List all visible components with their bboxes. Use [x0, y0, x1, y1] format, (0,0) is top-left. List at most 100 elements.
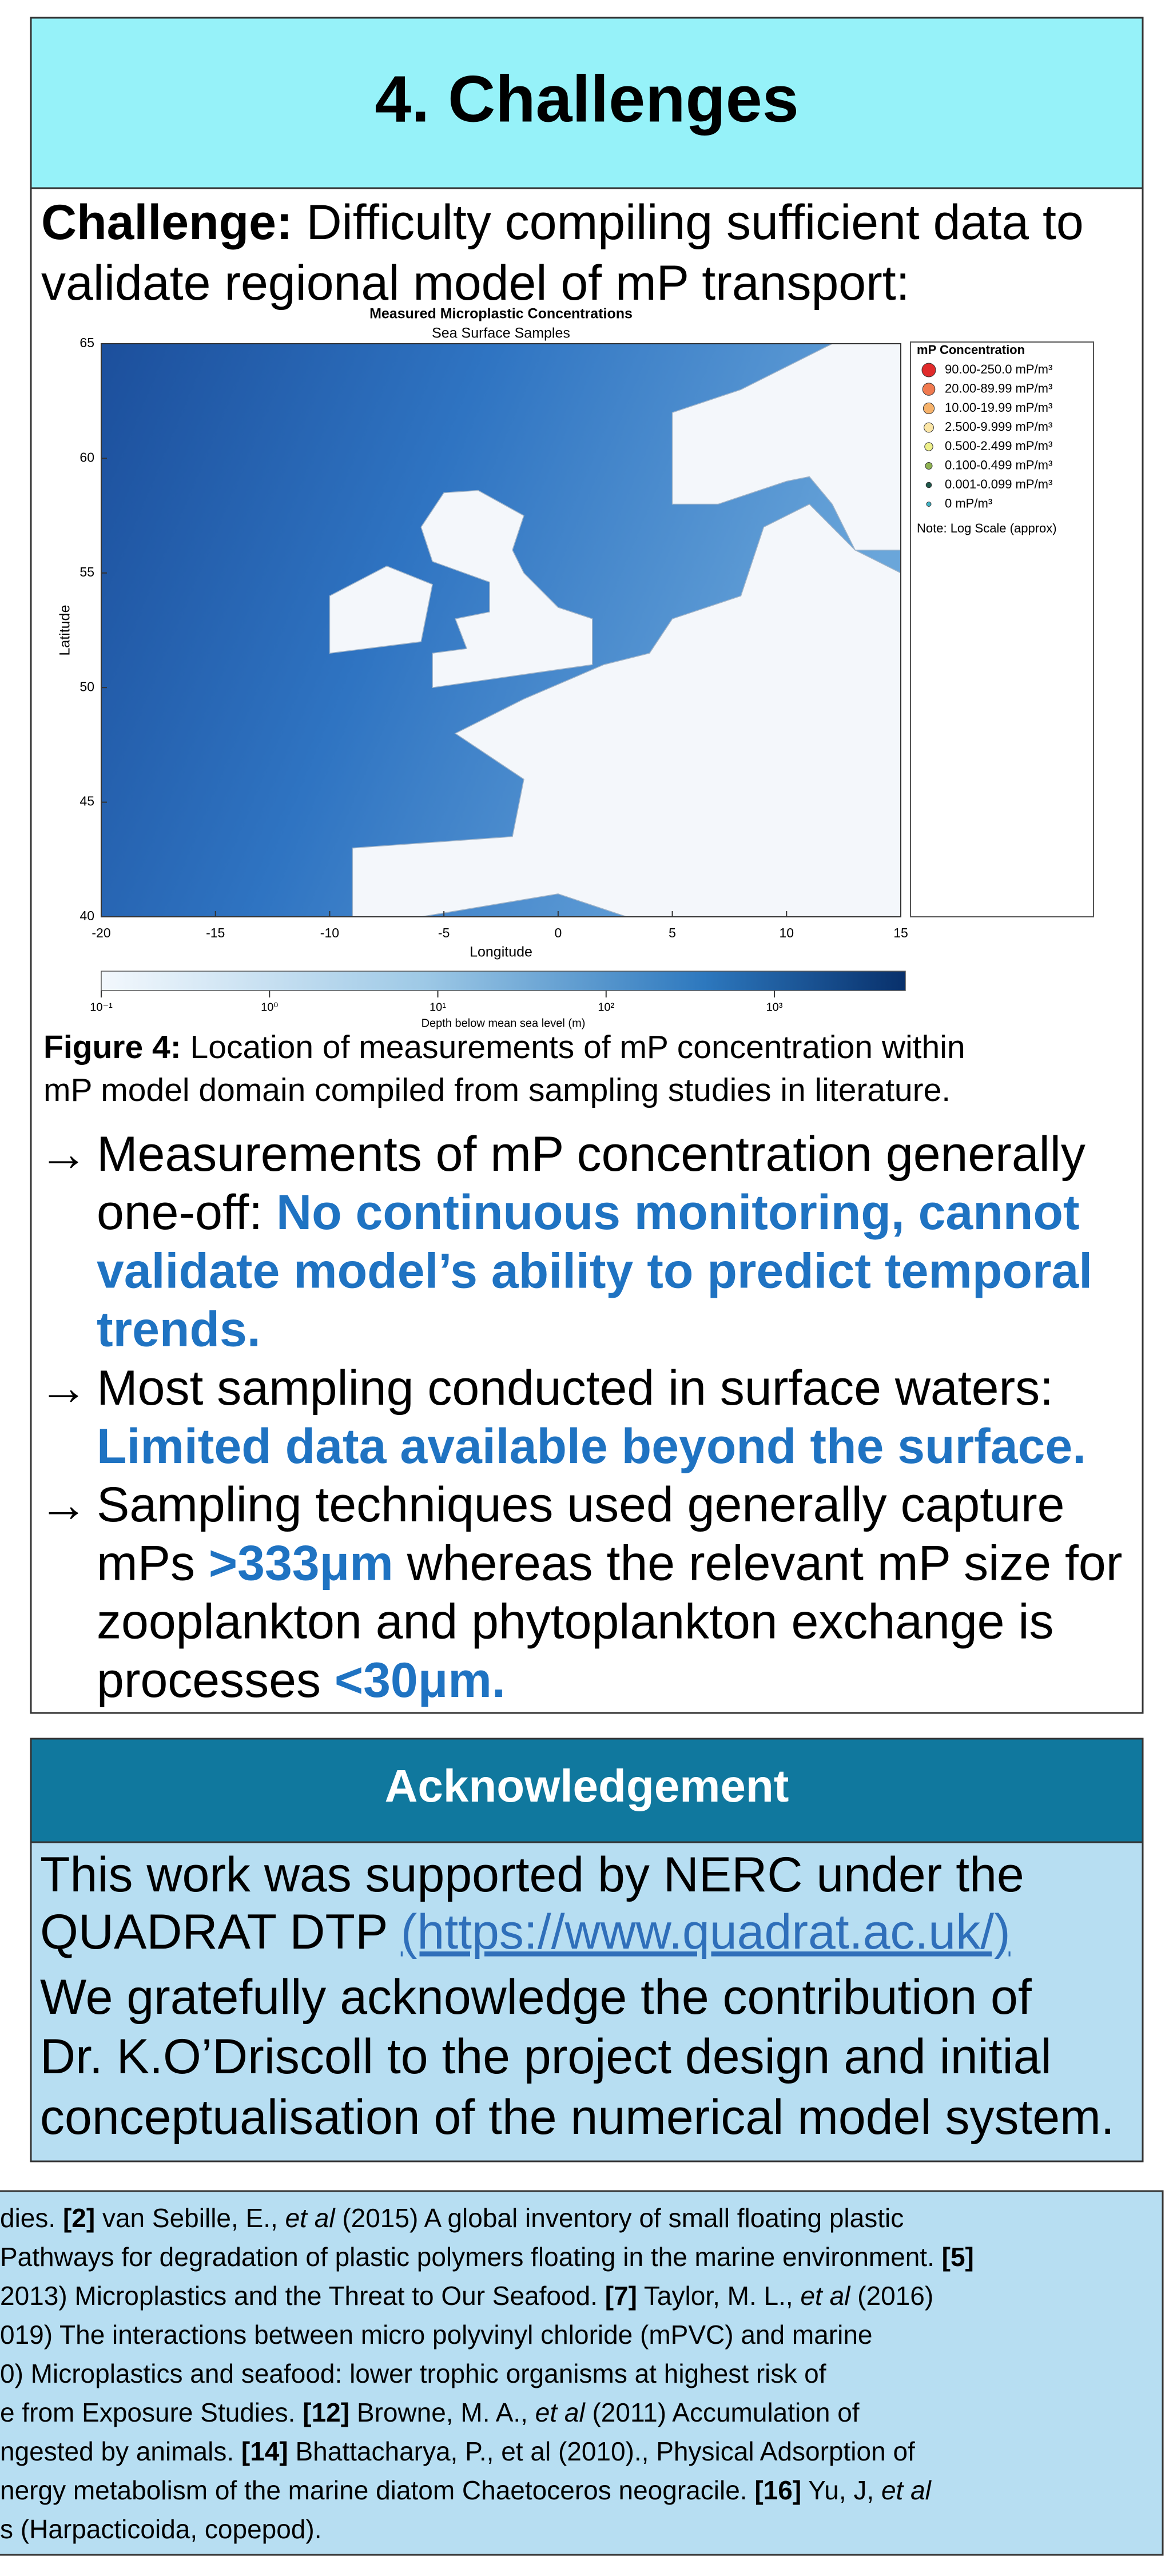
- text-segment: Dr. K.O’Driscoll to the project design a…: [40, 2029, 1052, 2084]
- y-tick-label: 40: [79, 908, 94, 923]
- section-title: 4. Challenges: [375, 62, 798, 136]
- colorbar-tick-label: 10³: [766, 1001, 783, 1013]
- legend-marker: [923, 403, 934, 414]
- reference-line: 0) Microplastics and seafood: lower trop…: [0, 2359, 826, 2388]
- x-tick-label: 5: [669, 925, 676, 940]
- text-segment: zooplankton and phytoplankton exchange i…: [97, 1594, 1053, 1649]
- bullet-marker: →: [39, 1477, 88, 1532]
- bullet-line: validate model’s ability to predict temp…: [97, 1243, 1092, 1298]
- text-segment: Figure 4:: [43, 1029, 181, 1066]
- y-tick-label: 45: [79, 794, 94, 809]
- bullet-line: mPs >333μm whereas the relevant mP size …: [97, 1536, 1122, 1591]
- legend-marker: [925, 443, 933, 451]
- legend-label: 0.500-2.499 mP/m³: [945, 439, 1052, 453]
- legend-label: 2.500-9.999 mP/m³: [945, 419, 1052, 434]
- reference-line: s (Harpacticoida, copepod).: [0, 2514, 322, 2544]
- caption-line: Figure 4: Location of measurements of mP…: [43, 1029, 965, 1066]
- text-segment: [7]: [605, 2281, 637, 2311]
- y-tick-label: 50: [79, 679, 94, 694]
- bullet-line: Sampling techniques used generally captu…: [97, 1477, 1064, 1532]
- x-tick-label: -5: [438, 925, 450, 940]
- text-segment: (2011) Accumulation of: [585, 2398, 860, 2427]
- text-segment: s (Harpacticoida, copepod).: [0, 2514, 322, 2544]
- text-segment: This work was supported by NERC under th…: [40, 1847, 1024, 1902]
- bullet-line: one-off: No continuous monitoring, canno…: [97, 1185, 1080, 1240]
- x-tick-label: 0: [554, 925, 562, 940]
- legend-label: 10.00-19.99 mP/m³: [945, 400, 1052, 415]
- caption-line: mP model domain compiled from sampling s…: [43, 1072, 951, 1108]
- text-segment: [14]: [241, 2436, 288, 2466]
- text-segment: Taylor, M. L.,: [637, 2281, 800, 2311]
- colorbar-label: Depth below mean sea level (m): [422, 1017, 586, 1029]
- legend-marker: [922, 363, 936, 377]
- colorbar-tick-label: 10²: [598, 1001, 614, 1013]
- bullet-marker: →: [39, 1361, 88, 1416]
- colorbar-tick-label: 10⁰: [261, 1001, 278, 1013]
- text-segment: mP model domain compiled from sampling s…: [43, 1072, 951, 1108]
- ack-line: We gratefully acknowledge the contributi…: [40, 1970, 1032, 2025]
- text-segment: We gratefully acknowledge the contributi…: [40, 1970, 1032, 2025]
- bullet-marker: →: [39, 1127, 88, 1182]
- text-segment: trends.: [97, 1302, 261, 1357]
- ack-title: Acknowledgement: [385, 1760, 789, 1811]
- text-segment: Most sampling conducted in surface water…: [97, 1361, 1053, 1416]
- text-segment: nergy metabolism of the marine diatom Ch…: [0, 2475, 754, 2505]
- ack-line: QUADRAT DTP (https://www.quadrat.ac.uk/): [40, 1905, 1011, 1959]
- y-tick-label: 60: [79, 450, 94, 464]
- text-segment: van Sebille, E.,: [95, 2203, 285, 2233]
- text-segment: 019) The interactions between micro poly…: [0, 2320, 873, 2350]
- text-segment: Sampling techniques used generally captu…: [97, 1477, 1064, 1532]
- page: 4. Challenges Challenge: Difficulty comp…: [0, 0, 1169, 2576]
- y-axis-label: Latitude: [57, 605, 73, 656]
- x-tick-label: -10: [320, 925, 339, 940]
- colorbar: [101, 971, 905, 991]
- x-tick-label: -15: [206, 925, 225, 940]
- reference-line: Pathways for degradation of plastic poly…: [0, 2242, 974, 2272]
- legend-label: 0.001-0.099 mP/m³: [945, 477, 1052, 491]
- text-segment: 2013) Microplastics and the Threat to Ou…: [0, 2281, 605, 2311]
- reference-line: ngested by animals. [14] Bhattacharya, P…: [0, 2436, 915, 2466]
- text-segment: validate model’s ability to predict temp…: [97, 1243, 1092, 1298]
- text-segment: Challenge:: [41, 195, 293, 250]
- text-segment: dies.: [0, 2203, 63, 2233]
- x-tick-label: 15: [893, 925, 908, 940]
- bullet-line: zooplankton and phytoplankton exchange i…: [97, 1594, 1053, 1649]
- ack-line: This work was supported by NERC under th…: [40, 1847, 1024, 1902]
- text-segment: one-off:: [97, 1185, 276, 1240]
- bullet-line: Most sampling conducted in surface water…: [97, 1361, 1053, 1416]
- reference-line: nergy metabolism of the marine diatom Ch…: [0, 2475, 932, 2505]
- ack-line: Dr. K.O’Driscoll to the project design a…: [40, 2029, 1052, 2084]
- text-segment: QUADRAT DTP: [40, 1905, 401, 1959]
- text-segment: [12]: [303, 2398, 349, 2427]
- text-segment: whereas the relevant mP size for: [393, 1536, 1123, 1591]
- legend-marker: [923, 383, 935, 396]
- text-segment: [5]: [942, 2242, 974, 2272]
- text-segment: Yu, J,: [801, 2475, 881, 2505]
- text-segment: mPs: [97, 1536, 209, 1591]
- text-segment: e from Exposure Studies.: [0, 2398, 303, 2427]
- text-segment: Limited data available beyond the surfac…: [97, 1419, 1086, 1474]
- challenge-line: Challenge: Difficulty compiling sufficie…: [41, 195, 1084, 250]
- text-segment: 0) Microplastics and seafood: lower trop…: [0, 2359, 826, 2388]
- text-segment: processes: [97, 1653, 335, 1708]
- text-segment: Pathways for degradation of plastic poly…: [0, 2242, 942, 2272]
- poster: 4. Challenges Challenge: Difficulty comp…: [0, 0, 1169, 2576]
- colorbar-tick-label: 10⁻¹: [90, 1001, 113, 1013]
- legend-marker: [924, 423, 934, 432]
- text-segment: et al: [800, 2281, 851, 2311]
- legend-marker: [927, 502, 931, 507]
- text-segment: No continuous monitoring, cannot: [276, 1185, 1080, 1240]
- legend-marker: [925, 463, 932, 470]
- y-tick-label: 55: [79, 565, 94, 579]
- bullet-line: Limited data available beyond the surfac…: [97, 1419, 1086, 1474]
- text-segment[interactable]: (https://www.quadrat.ac.uk/): [401, 1905, 1011, 1959]
- legend-label: 0.100-0.499 mP/m³: [945, 458, 1052, 472]
- text-segment: et al: [881, 2475, 932, 2505]
- text-segment: (2015) A global inventory of small float…: [335, 2203, 904, 2233]
- reference-line: dies. [2] van Sebille, E., et al (2015) …: [0, 2203, 904, 2233]
- reference-line: 2013) Microplastics and the Threat to Ou…: [0, 2281, 933, 2311]
- legend-note: Note: Log Scale (approx): [917, 521, 1057, 535]
- legend-title: mP Concentration: [917, 343, 1025, 357]
- text-segment: validate regional model of mP transport:: [41, 256, 910, 311]
- ack-line: conceptualisation of the numerical model…: [40, 2090, 1115, 2145]
